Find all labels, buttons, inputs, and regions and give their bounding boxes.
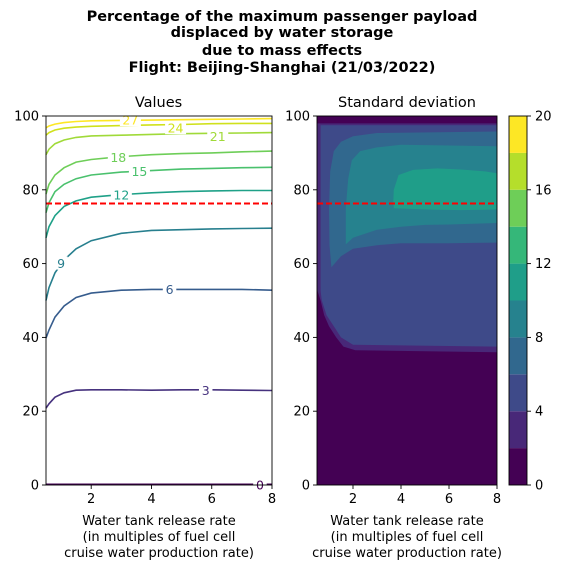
colorbar-segment (509, 300, 527, 338)
values-x-tick-label: 8 (268, 492, 276, 507)
colorbar-tick-label: 4 (535, 405, 543, 420)
stddev-panel-title: Standard deviation (338, 95, 476, 111)
stddev-x-axis: 2 4 6 8 (349, 485, 501, 507)
stddev-region-0-2-3 (317, 289, 497, 485)
colorbar-segment (509, 116, 527, 153)
values-y-axis: 0 20 40 60 80 100 (14, 110, 46, 494)
colorbar-tick-label: 16 (535, 183, 552, 198)
values-y-tick-label: 100 (14, 110, 39, 125)
values-x-tick-label: 6 (208, 492, 216, 507)
stddev-x-label-line-2: (in multiples of fuel cell (331, 530, 484, 545)
values-y-tick-label: 60 (22, 257, 39, 272)
values-contours (45, 117, 273, 486)
colorbar-segment (509, 411, 527, 449)
colorbar-frame (508, 115, 528, 486)
contour-label-gap-18 (107, 150, 129, 164)
contour-label-21: 21 (210, 129, 226, 144)
values-x-tick-label: 2 (87, 492, 95, 507)
contour-line-24 (45, 122, 272, 136)
contour-line-18 (45, 150, 273, 195)
values-panel-title: Values (135, 95, 182, 111)
colorbar-segment (509, 263, 527, 301)
contour-label-gap-15 (128, 164, 150, 178)
values-y-tick-label: 20 (22, 405, 39, 420)
stddev-y-tick-label: 0 (302, 479, 310, 494)
contour-label-gap-3 (198, 383, 213, 397)
stddev-filled-regions (317, 116, 497, 485)
values-plot-frame (45, 115, 273, 486)
values-y-tick-label: 0 (31, 479, 39, 494)
contour-label-gap-0 (253, 478, 267, 491)
contour-label-27: 27 (122, 113, 138, 128)
contour-label-gap-21 (207, 129, 229, 143)
stddev-y-axis: 0 20 40 60 80 100 (285, 110, 317, 494)
colorbar: 0 4 8 12 16 20 (508, 110, 552, 494)
contour-label-9: 9 (57, 256, 65, 271)
colorbar-tick-label: 0 (535, 479, 543, 494)
contour-label-15: 15 (131, 164, 147, 179)
stddev-y-tick-label: 40 (293, 331, 310, 346)
values-y-tick-label: 40 (22, 331, 39, 346)
stddev-x-tick-label: 8 (493, 492, 501, 507)
figure-title-line-2: displaced by water storage (170, 25, 394, 41)
colorbar-segments (509, 116, 527, 485)
stddev-x-tick-label: 6 (445, 492, 453, 507)
values-x-tick-label: 4 (147, 492, 155, 507)
contour-label-gap-12 (110, 187, 132, 201)
stddev-y-tick-label: 80 (293, 183, 310, 198)
contour-line-15 (45, 166, 273, 213)
values-x-label-line-1: Water tank release rate (82, 514, 235, 529)
values-y-tick-label: 80 (22, 183, 39, 198)
contour-line-3 (45, 388, 273, 409)
contour-label-18: 18 (110, 150, 126, 165)
colorbar-segment (509, 374, 527, 412)
stddev-x-label-line-1: Water tank release rate (330, 514, 483, 529)
stddev-y-tick-label: 100 (285, 110, 310, 125)
colorbar-segment (509, 189, 527, 227)
contour-line-9 (45, 227, 273, 301)
values-x-label-line-3: cruise water production rate) (64, 546, 254, 561)
colorbar-tick-label: 8 (535, 331, 543, 346)
stddev-region-10-12-6 (393, 168, 497, 211)
stddev-y-tick-label: 20 (293, 405, 310, 420)
colorbar-segment (509, 152, 527, 190)
contour-line-6 (45, 288, 273, 339)
contour-label-gap-6 (162, 282, 177, 296)
figure-title-line-1: Percentage of the maximum passenger payl… (86, 9, 478, 25)
contour-line-27 (45, 117, 273, 129)
colorbar-tick-label: 20 (535, 110, 552, 125)
values-x-axis: 2 4 6 8 (87, 485, 276, 507)
contour-label-6: 6 (166, 282, 174, 297)
contour-label-12: 12 (113, 187, 129, 202)
contour-label-24: 24 (168, 121, 184, 136)
colorbar-tick-label: 12 (535, 257, 552, 272)
stddev-x-tick-label: 2 (349, 492, 357, 507)
contour-label-gap-24 (165, 121, 187, 135)
colorbar-segment (509, 448, 527, 485)
contour-label-3: 3 (202, 383, 210, 398)
contour-label-gap-9 (54, 256, 68, 270)
stddev-y-tick-label: 60 (293, 257, 310, 272)
stddev-x-label-line-3: cruise water production rate) (312, 546, 502, 561)
figure-title-line-3: due to mass effects (201, 43, 363, 59)
colorbar-ticks: 0 4 8 12 16 20 (527, 110, 552, 494)
contour-line-12 (45, 189, 272, 239)
figure-title-line-4: Flight: Beijing-Shanghai (21/03/2022) (128, 60, 436, 76)
stddev-plot-frame (316, 115, 498, 486)
values-x-label-line-2: (in multiples of fuel cell (83, 530, 236, 545)
colorbar-segment (509, 337, 527, 375)
colorbar-segment (509, 226, 527, 264)
stddev-x-tick-label: 4 (397, 492, 405, 507)
stddev-panel: Standard deviation 2 4 6 8 0 20 40 60 80 100 Wat… (285, 95, 502, 561)
